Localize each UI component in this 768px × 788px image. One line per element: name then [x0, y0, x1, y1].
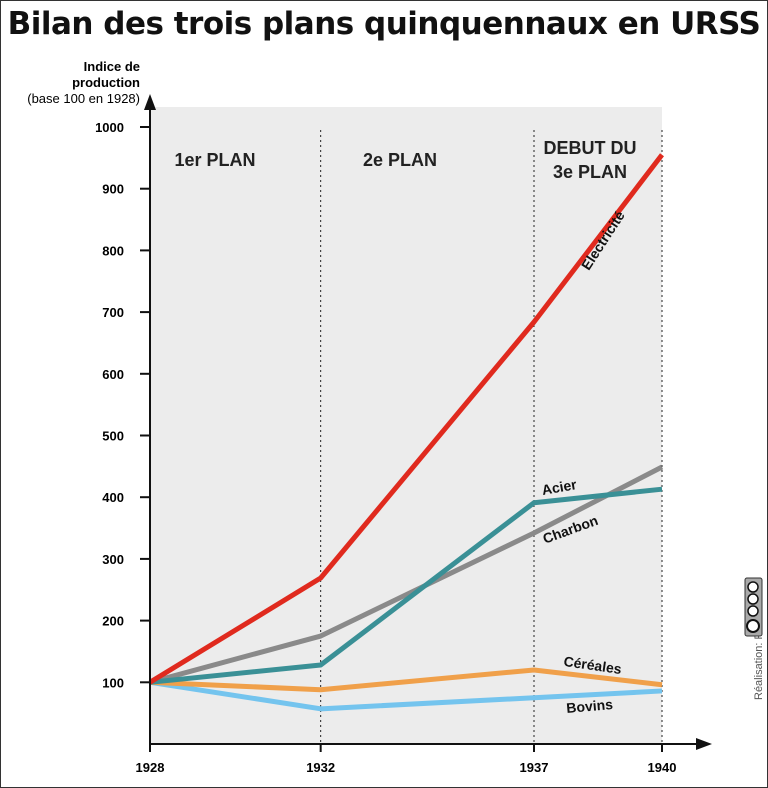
y-tick-label: 700	[102, 305, 124, 320]
y-axis-label-sub: (base 100 en 1928)	[27, 91, 140, 106]
series-label: Bovins	[566, 696, 614, 716]
y-axis-label-line2: production	[72, 75, 140, 90]
y-tick-label: 500	[102, 429, 124, 444]
y-tick-label: 400	[102, 490, 124, 505]
y-tick-label: 100	[102, 675, 124, 690]
series-line-bovins	[149, 679, 663, 712]
series-line-acier	[149, 486, 663, 685]
plot-background	[150, 107, 662, 744]
period-label: 1er PLAN	[174, 150, 255, 170]
chart-title: Bilan des trois plans quinquennaux en UR…	[7, 6, 761, 42]
period-label: DEBUT DU	[544, 138, 637, 158]
y-tick-label: 900	[102, 182, 124, 197]
x-tick-label: 1932	[306, 760, 335, 775]
y-axis-label-line1: Indice de	[84, 59, 140, 74]
y-tick-label: 800	[102, 243, 124, 258]
series-label: Acier	[540, 476, 578, 498]
y-tick-label: 600	[102, 367, 124, 382]
y-tick-label: 1000	[95, 120, 124, 135]
series-line-crales	[149, 667, 663, 693]
series-line-electricit	[148, 153, 664, 685]
y-axis-arrow-icon	[144, 94, 156, 110]
x-tick-label: 1928	[136, 760, 165, 775]
period-label: 2e PLAN	[363, 150, 437, 170]
x-axis-arrow-icon	[696, 738, 712, 750]
period-label: 3e PLAN	[553, 162, 627, 182]
y-tick-label: 300	[102, 552, 124, 567]
x-tick-label: 1940	[648, 760, 677, 775]
x-tick-label: 1937	[520, 760, 549, 775]
license-badge-icon	[744, 577, 763, 637]
y-tick-label: 200	[102, 614, 124, 629]
